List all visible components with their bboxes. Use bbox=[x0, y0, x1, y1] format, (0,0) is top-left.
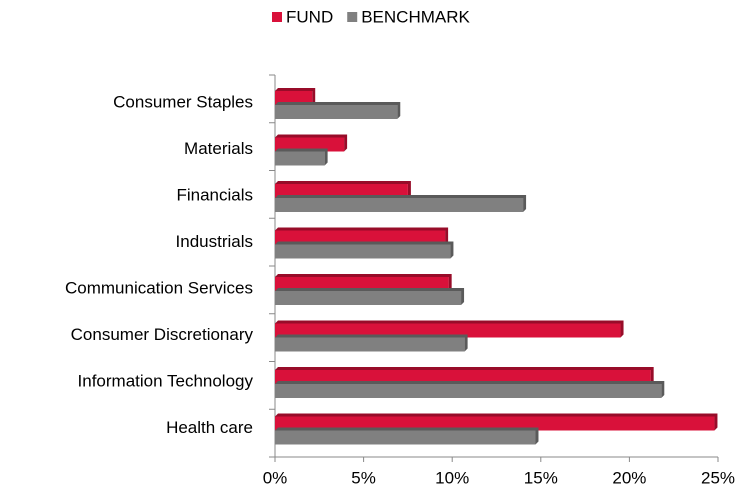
bar bbox=[275, 105, 398, 119]
bar bbox=[275, 370, 651, 384]
bar bbox=[275, 337, 465, 352]
bar-depth bbox=[275, 413, 718, 431]
bar bbox=[275, 198, 524, 212]
bar bbox=[275, 416, 715, 431]
y-tick-label: Industrials bbox=[176, 232, 253, 251]
y-tick-label: Consumer Discretionary bbox=[71, 325, 254, 344]
bar bbox=[275, 430, 536, 445]
y-tick-label: Consumer Staples bbox=[113, 93, 253, 112]
bar-depth bbox=[275, 195, 527, 212]
x-tick-label: 0% bbox=[263, 468, 288, 487]
bar-depth bbox=[275, 241, 454, 259]
y-tick-label: Communication Services bbox=[65, 279, 253, 298]
bar-depth bbox=[275, 381, 665, 398]
bar bbox=[275, 184, 408, 198]
bar bbox=[275, 230, 446, 245]
bar-depth bbox=[275, 102, 401, 119]
bar bbox=[275, 91, 313, 105]
bar-depth bbox=[275, 134, 348, 152]
legend-swatch bbox=[272, 12, 282, 22]
x-tick-label: 25% bbox=[701, 468, 735, 487]
bar-depth bbox=[275, 320, 624, 338]
bar-depth bbox=[275, 181, 411, 198]
y-tick-label: Materials bbox=[184, 139, 253, 158]
bar-depth bbox=[275, 274, 452, 291]
bar-depth bbox=[275, 334, 468, 352]
bar bbox=[275, 323, 621, 338]
bar-depth bbox=[275, 367, 654, 384]
bar-depth bbox=[275, 227, 449, 245]
x-tick-label: 20% bbox=[612, 468, 646, 487]
x-tick-label: 10% bbox=[435, 468, 469, 487]
bar-depth bbox=[275, 427, 539, 445]
bar bbox=[275, 384, 662, 398]
legend-swatch bbox=[347, 12, 358, 22]
y-tick-label: Health care bbox=[166, 418, 253, 437]
bar bbox=[275, 137, 345, 152]
x-tick-label: 5% bbox=[351, 468, 376, 487]
bar bbox=[275, 151, 325, 166]
bar bbox=[275, 244, 451, 259]
x-tick-label: 15% bbox=[524, 468, 558, 487]
y-tick-label: Information Technology bbox=[78, 372, 254, 391]
legend-label: FUND bbox=[286, 7, 333, 26]
bar bbox=[275, 291, 462, 305]
bar-depth bbox=[275, 148, 328, 166]
legend-label: BENCHMARK bbox=[361, 7, 470, 26]
bar bbox=[275, 277, 449, 291]
bar-depth bbox=[275, 288, 465, 305]
y-tick-label: Financials bbox=[176, 186, 253, 205]
bar-depth bbox=[275, 88, 316, 105]
